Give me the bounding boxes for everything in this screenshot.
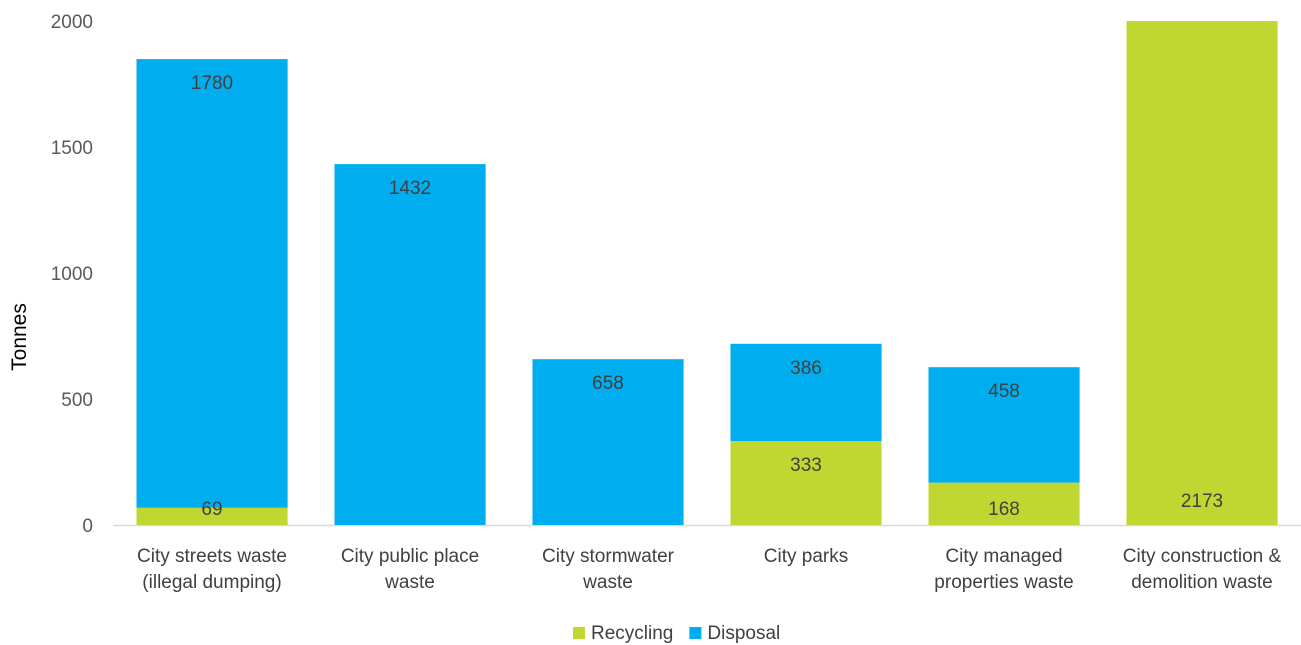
- bar-recycling: [928, 482, 1080, 525]
- bar-recycling: [136, 507, 288, 525]
- data-label: 386: [790, 358, 822, 379]
- y-tick-label: 2000: [51, 12, 93, 33]
- bar-disposal: [334, 164, 486, 525]
- bar-recycling: [730, 441, 882, 525]
- category-label: City stormwater waste: [542, 546, 675, 593]
- legend-swatch-recycling: [573, 627, 585, 639]
- legend-label-recycling: Recycling: [591, 623, 673, 644]
- bar-disposal: [730, 343, 882, 442]
- data-label: 658: [592, 373, 624, 394]
- category-label: City construction & demolition waste: [1123, 546, 1282, 593]
- bar-recycling: [1126, 21, 1278, 525]
- legend-label-disposal: Disposal: [707, 623, 780, 644]
- data-label: 1780: [191, 73, 233, 94]
- category-label: City public place waste: [341, 546, 479, 593]
- legend: Recycling Disposal: [573, 623, 780, 644]
- y-tick-label: 1000: [51, 264, 93, 285]
- category-label: City parks: [764, 546, 848, 567]
- category-label: City managed properties waste: [934, 546, 1073, 593]
- data-label: 1432: [389, 178, 431, 199]
- data-label: 69: [201, 499, 222, 520]
- category-label: City streets waste (illegal dumping): [137, 546, 287, 593]
- data-label: 333: [790, 455, 822, 476]
- data-labels: 69 1780 1432 658 333 386 168 458 2173: [191, 73, 1223, 520]
- category-labels: City streets waste (illegal dumping) City …: [137, 546, 1281, 593]
- bar-disposal: [928, 367, 1080, 483]
- data-label: 168: [988, 499, 1020, 520]
- legend-swatch-disposal: [689, 627, 702, 639]
- y-tick-label: 1500: [51, 138, 93, 159]
- y-axis-ticks: 0 500 1000 1500 2000: [51, 12, 93, 537]
- data-label: 2173: [1181, 491, 1223, 512]
- y-tick-label: 500: [61, 390, 93, 411]
- y-axis-label: Tonnes: [8, 303, 31, 371]
- data-label: 458: [988, 381, 1020, 402]
- y-tick-label: 0: [82, 516, 93, 537]
- bar-disposal: [136, 59, 288, 508]
- bar-disposal: [532, 359, 684, 525]
- bars: [136, 21, 1278, 525]
